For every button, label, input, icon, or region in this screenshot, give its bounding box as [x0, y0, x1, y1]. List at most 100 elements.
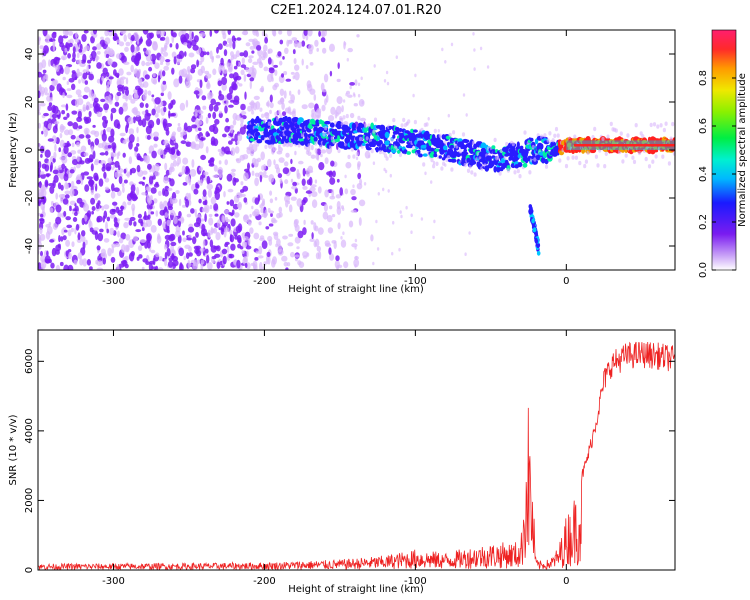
- noise-speck: [331, 189, 335, 198]
- noise-speck: [141, 192, 147, 196]
- noise-speck: [283, 161, 289, 167]
- noise-speck: [54, 143, 57, 152]
- noise-speck: [336, 206, 342, 215]
- noise-speck: [214, 191, 220, 201]
- noise-speck: [104, 150, 109, 156]
- noise-speck: [254, 172, 260, 177]
- noise-speck: [65, 103, 69, 111]
- noise-speck: [76, 155, 80, 162]
- noise-speck: [284, 47, 289, 54]
- noise-speck: [146, 113, 152, 117]
- noise-speck: [71, 70, 76, 74]
- noise-speck: [376, 247, 380, 251]
- noise-speck: [207, 189, 212, 198]
- noise-speck: [51, 247, 57, 257]
- noise-speck: [205, 73, 212, 79]
- x-tick-label: 0: [563, 576, 569, 587]
- noise-speck: [432, 160, 436, 165]
- noise-speck: [372, 161, 376, 165]
- noise-speck: [340, 236, 343, 240]
- noise-speck: [223, 49, 228, 57]
- noise-speck: [177, 126, 182, 133]
- noise-speck: [252, 211, 257, 217]
- noise-speck: [234, 146, 240, 154]
- noise-speck: [192, 262, 199, 270]
- noise-speck: [225, 217, 229, 222]
- noise-speck: [188, 252, 193, 257]
- noise-speck: [259, 87, 264, 93]
- noise-speck: [176, 150, 181, 156]
- noise-speck: [128, 141, 133, 150]
- noise-speck: [92, 100, 98, 109]
- noise-speck: [215, 186, 220, 191]
- noise-speck: [218, 174, 222, 178]
- noise-speck: [100, 248, 106, 256]
- noise-speck: [169, 233, 176, 241]
- noise-speck: [224, 105, 228, 114]
- noise-speck: [317, 186, 322, 194]
- noise-speck: [193, 35, 199, 43]
- signal-ridge-cell: [420, 144, 427, 149]
- noise-speck: [212, 68, 217, 76]
- signal-ridge-cell: [317, 126, 324, 133]
- noise-speck: [177, 123, 181, 127]
- noise-speck: [142, 30, 149, 35]
- noise-speck: [164, 258, 168, 267]
- noise-speck: [64, 165, 67, 174]
- noise-speck: [52, 43, 56, 52]
- noise-speck: [286, 262, 291, 267]
- noise-speck: [226, 93, 233, 100]
- noise-speck: [79, 258, 84, 266]
- noise-speck: [232, 41, 236, 50]
- noise-speck: [192, 44, 199, 51]
- noise-speck: [52, 222, 58, 230]
- signal-halo-cell: [350, 147, 354, 152]
- signal-halo-cell: [385, 156, 389, 161]
- noise-speck: [357, 161, 361, 168]
- noise-speck: [239, 126, 246, 135]
- signal-halo-cell: [523, 130, 527, 135]
- signal-halo-cell: [664, 121, 668, 126]
- noise-speck: [215, 55, 221, 59]
- noise-speck: [345, 161, 352, 169]
- noise-speck: [208, 217, 214, 226]
- branch-cell: [536, 243, 540, 249]
- noise-speck: [263, 261, 267, 266]
- noise-speck: [216, 261, 221, 269]
- noise-speck: [159, 30, 165, 37]
- signal-halo-cell: [319, 144, 323, 150]
- noise-speck: [274, 196, 278, 201]
- signal-halo-cell: [659, 123, 663, 128]
- noise-speck: [324, 240, 330, 247]
- noise-speck: [275, 243, 278, 248]
- noise-speck: [86, 210, 92, 218]
- noise-speck: [236, 259, 241, 269]
- noise-speck: [398, 247, 401, 252]
- noise-speck: [311, 109, 316, 115]
- noise-speck: [111, 61, 118, 68]
- noise-speck: [353, 93, 356, 98]
- signal-halo-cell: [498, 171, 502, 176]
- noise-speck: [128, 156, 133, 165]
- noise-speck: [194, 119, 200, 124]
- noise-speck: [125, 95, 128, 102]
- noise-speck: [285, 78, 292, 82]
- noise-speck: [90, 163, 94, 172]
- noise-speck: [250, 262, 256, 267]
- noise-speck: [329, 70, 333, 77]
- noise-speck: [267, 48, 273, 54]
- noise-speck: [424, 171, 427, 176]
- noise-speck: [147, 90, 152, 96]
- noise-speck: [118, 165, 121, 171]
- noise-speck: [269, 109, 272, 115]
- noise-speck: [74, 212, 78, 216]
- noise-speck: [60, 198, 63, 203]
- noise-speck: [223, 209, 230, 214]
- noise-speck: [316, 47, 320, 52]
- noise-speck: [110, 256, 116, 263]
- noise-speck: [186, 74, 191, 84]
- noise-speck: [226, 201, 230, 205]
- noise-speck: [183, 42, 188, 46]
- noise-speck: [264, 37, 268, 44]
